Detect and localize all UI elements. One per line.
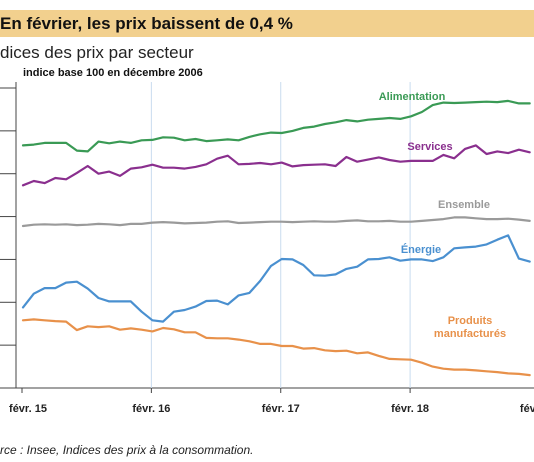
series-line-energie (21, 234, 531, 323)
series-label-alimentation: Alimentation (379, 91, 446, 103)
series-line-services (21, 144, 531, 187)
series-line-ensemble (21, 216, 531, 228)
series-label-ensemble: Ensemble (438, 199, 490, 211)
series-line-produits-manufactures (21, 318, 531, 377)
series-line-alimentation (21, 99, 531, 153)
x-tick-label: févr. 16 (132, 403, 170, 415)
source-note: rce : Insee, Indices des prix à la conso… (0, 443, 254, 457)
grid-layer (150, 82, 411, 388)
x-tick-label: févr. 17 (262, 403, 300, 415)
chart-subtitle: dices des prix par secteur (0, 43, 194, 62)
plot-frame (0, 82, 534, 393)
unit-note: indice base 100 en décembre 2006 (23, 68, 203, 79)
series-layer (21, 99, 531, 377)
series-label-manufactures: manufacturés (434, 328, 506, 340)
series-labels: Alimentation Services Ensemble Énergie P… (379, 91, 506, 340)
x-tick-label: févr. 18 (391, 403, 429, 415)
x-tick-label: févr. 15 (9, 403, 47, 415)
series-label-produits: Produits (448, 315, 493, 327)
series-label-energie: Énergie (401, 243, 441, 256)
x-tick-label: févr (520, 403, 534, 415)
page-title: En février, les prix baissent de 0,4 % (0, 14, 293, 33)
x-tick-labels: févr. 15 févr. 16 févr. 17 févr. 18 févr (9, 403, 534, 415)
line-chart: indice base 100 en décembre 2006 févr. 1… (0, 68, 534, 415)
header-bar (0, 10, 534, 37)
series-label-services: Services (407, 141, 452, 153)
